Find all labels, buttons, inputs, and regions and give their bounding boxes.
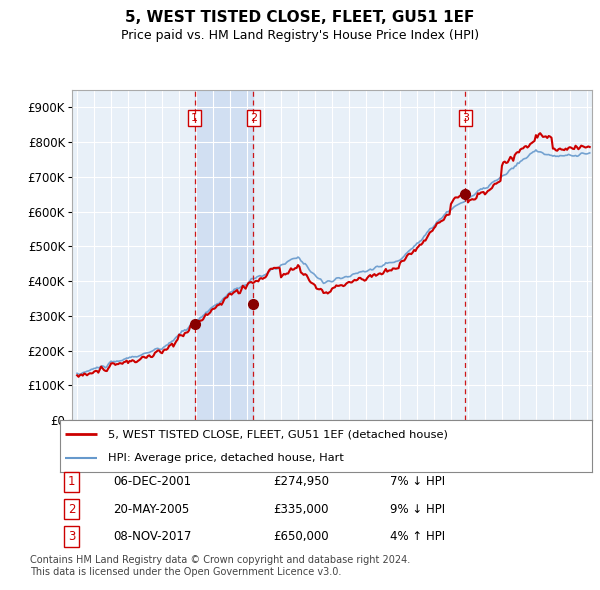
Text: 3: 3 bbox=[68, 530, 76, 543]
Text: Price paid vs. HM Land Registry's House Price Index (HPI): Price paid vs. HM Land Registry's House … bbox=[121, 30, 479, 42]
Text: 1: 1 bbox=[68, 475, 76, 488]
Text: 2: 2 bbox=[68, 503, 76, 516]
Text: £274,950: £274,950 bbox=[273, 475, 329, 488]
Text: 06-DEC-2001: 06-DEC-2001 bbox=[113, 475, 191, 488]
Text: 7% ↓ HPI: 7% ↓ HPI bbox=[390, 475, 445, 488]
Text: £335,000: £335,000 bbox=[273, 503, 328, 516]
Text: 1: 1 bbox=[191, 113, 198, 123]
Text: 3: 3 bbox=[462, 113, 469, 123]
Text: £650,000: £650,000 bbox=[273, 530, 328, 543]
Text: HPI: Average price, detached house, Hart: HPI: Average price, detached house, Hart bbox=[108, 453, 344, 463]
Text: 08-NOV-2017: 08-NOV-2017 bbox=[113, 530, 191, 543]
Text: 9% ↓ HPI: 9% ↓ HPI bbox=[390, 503, 445, 516]
Text: 5, WEST TISTED CLOSE, FLEET, GU51 1EF: 5, WEST TISTED CLOSE, FLEET, GU51 1EF bbox=[125, 11, 475, 25]
Text: 4% ↑ HPI: 4% ↑ HPI bbox=[390, 530, 445, 543]
Text: 20-MAY-2005: 20-MAY-2005 bbox=[113, 503, 190, 516]
Bar bbox=[194, 90, 253, 420]
Text: 2: 2 bbox=[250, 113, 257, 123]
Text: 5, WEST TISTED CLOSE, FLEET, GU51 1EF (detached house): 5, WEST TISTED CLOSE, FLEET, GU51 1EF (d… bbox=[108, 429, 448, 439]
Text: Contains HM Land Registry data © Crown copyright and database right 2024.
This d: Contains HM Land Registry data © Crown c… bbox=[30, 555, 410, 576]
